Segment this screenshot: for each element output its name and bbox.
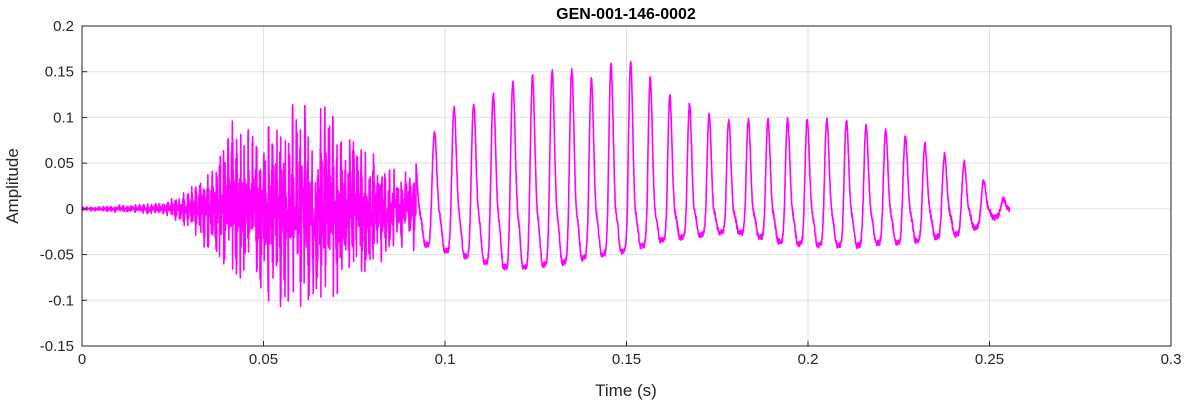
waveform-line xyxy=(81,60,1011,308)
x-axis-ticks: 0 0.05 0.1 0.15 0.2 0.25 0.3 xyxy=(78,341,1182,368)
y-tick-label: -0.05 xyxy=(40,247,74,264)
chart-title: GEN-001-146-0002 xyxy=(556,6,696,23)
x-tick-label: 0.15 xyxy=(612,351,641,368)
x-tick-label: 0.05 xyxy=(249,351,278,368)
y-tick-label: 0.15 xyxy=(45,64,74,81)
x-tick-label: 0.2 xyxy=(798,351,819,368)
y-tick-label: 0.05 xyxy=(45,155,74,172)
y-axis-ticks: -0.15 -0.1 -0.05 0 0.05 0.1 0.15 0.2 xyxy=(40,18,87,355)
x-tick-label: 0.1 xyxy=(435,351,456,368)
y-axis-label: Amplitude xyxy=(3,148,22,224)
x-tick-label: 0.25 xyxy=(975,351,1004,368)
y-tick-label: 0.2 xyxy=(53,18,74,35)
y-tick-label: -0.1 xyxy=(48,292,74,309)
y-tick-label: 0.1 xyxy=(53,109,74,126)
y-tick-label: -0.15 xyxy=(40,338,74,355)
y-tick-label: 0 xyxy=(66,201,74,218)
x-tick-label: 0 xyxy=(78,351,86,368)
x-tick-label: 0.3 xyxy=(1161,351,1182,368)
x-axis-label: Time (s) xyxy=(595,381,657,400)
